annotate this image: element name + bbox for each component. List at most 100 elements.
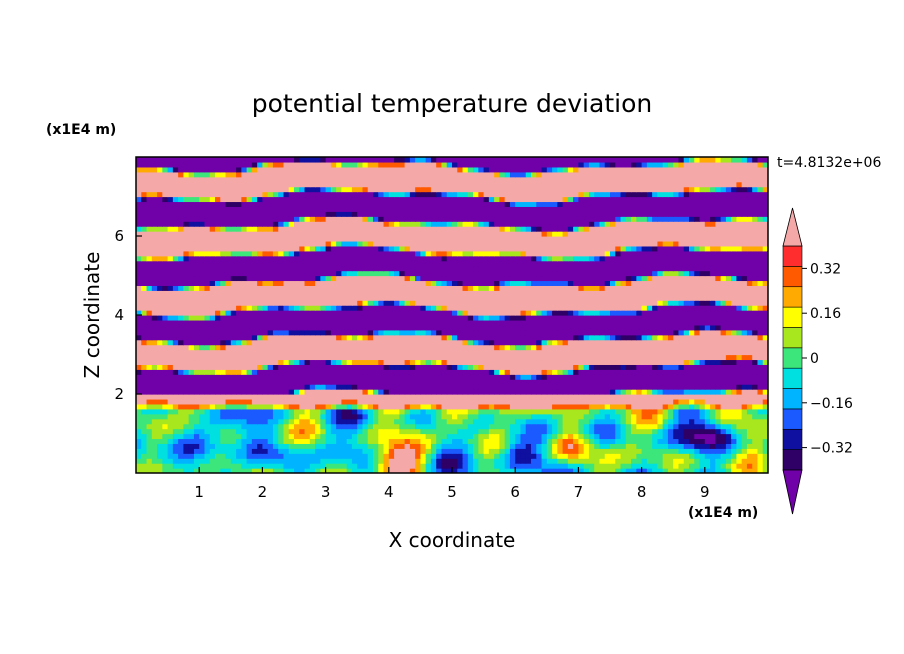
field-cell	[357, 334, 364, 341]
field-cell	[215, 290, 221, 296]
field-cell	[267, 453, 274, 459]
field-cell	[710, 364, 716, 370]
field-cell	[299, 398, 306, 405]
field-cell	[404, 300, 411, 306]
field-cell	[283, 379, 290, 385]
field-cell	[294, 398, 300, 405]
field-cell	[262, 329, 269, 336]
field-cell	[725, 324, 732, 331]
field-cell	[351, 453, 358, 459]
field-cell	[441, 275, 448, 282]
field-cell	[378, 458, 385, 464]
field-cell	[430, 300, 437, 306]
field-cell	[425, 443, 432, 449]
field-cell	[146, 448, 153, 454]
field-cell	[583, 428, 590, 435]
field-cell	[578, 403, 585, 410]
field-cell	[167, 329, 174, 336]
field-cell	[678, 438, 685, 444]
field-cell	[288, 398, 295, 405]
field-cell	[288, 315, 295, 321]
field-cell	[552, 354, 558, 361]
field-cell	[478, 334, 485, 341]
field-cell	[573, 324, 579, 331]
field-cell	[367, 324, 374, 331]
field-cell	[315, 315, 321, 321]
field-cell	[404, 408, 411, 415]
field-cell	[546, 270, 553, 277]
field-cell	[710, 285, 716, 291]
field-cell	[557, 295, 564, 301]
field-cell	[504, 275, 511, 282]
field-cell	[494, 468, 500, 473]
field-cell	[736, 453, 743, 459]
field-cell	[225, 300, 232, 306]
field-cell	[546, 384, 553, 390]
field-cell	[420, 270, 427, 277]
field-cell	[683, 443, 690, 449]
field-cell	[467, 280, 474, 286]
field-cell	[351, 344, 358, 351]
field-cell	[193, 324, 200, 331]
field-cell	[320, 413, 327, 420]
field-cell	[183, 394, 190, 400]
field-cell	[204, 428, 211, 435]
field-cell	[183, 438, 190, 444]
field-cell	[172, 270, 179, 277]
field-cell	[478, 344, 485, 351]
field-cell	[157, 374, 163, 380]
field-cell	[193, 364, 200, 370]
field-cell	[362, 300, 369, 306]
field-cell	[694, 280, 701, 286]
field-cell	[362, 453, 369, 459]
field-cell	[346, 280, 353, 286]
field-cell	[304, 463, 311, 469]
field-cell	[204, 354, 211, 361]
field-cell	[594, 428, 601, 435]
field-cell	[278, 443, 285, 449]
field-cell	[262, 310, 269, 316]
field-cell	[462, 339, 469, 346]
field-cell	[209, 423, 216, 430]
field-cell	[299, 389, 306, 395]
field-cell	[420, 468, 427, 473]
field-cell	[188, 275, 195, 282]
field-cell	[520, 344, 527, 351]
field-cell	[741, 394, 748, 400]
field-cell	[351, 364, 358, 370]
field-cell	[378, 285, 385, 291]
field-cell	[678, 408, 685, 415]
field-cell	[462, 398, 469, 405]
field-cell	[409, 319, 416, 326]
field-cell	[562, 295, 569, 301]
field-cell	[272, 324, 279, 331]
field-cell	[752, 329, 759, 336]
field-cell	[383, 438, 390, 444]
field-cell	[178, 265, 184, 272]
field-cell	[151, 413, 158, 420]
field-cell	[394, 324, 400, 331]
field-cell	[330, 285, 337, 291]
field-cell	[394, 463, 400, 469]
field-cell	[731, 300, 737, 306]
field-cell	[299, 408, 306, 415]
field-cell	[520, 428, 527, 435]
field-cell	[373, 458, 379, 464]
field-cell	[636, 379, 643, 385]
field-cell	[320, 389, 327, 395]
field-cell	[278, 315, 285, 321]
field-cell	[336, 468, 342, 473]
field-cell	[567, 305, 574, 311]
field-cell	[567, 310, 574, 316]
field-cell	[309, 339, 316, 346]
field-cell	[357, 315, 364, 321]
field-cell	[762, 384, 768, 390]
field-cell	[446, 443, 453, 449]
field-cell	[283, 403, 290, 410]
field-cell	[741, 413, 748, 420]
field-cell	[557, 438, 564, 444]
field-cell	[646, 305, 653, 311]
field-cell	[373, 285, 379, 291]
field-cell	[557, 394, 564, 400]
field-cell	[557, 418, 564, 425]
